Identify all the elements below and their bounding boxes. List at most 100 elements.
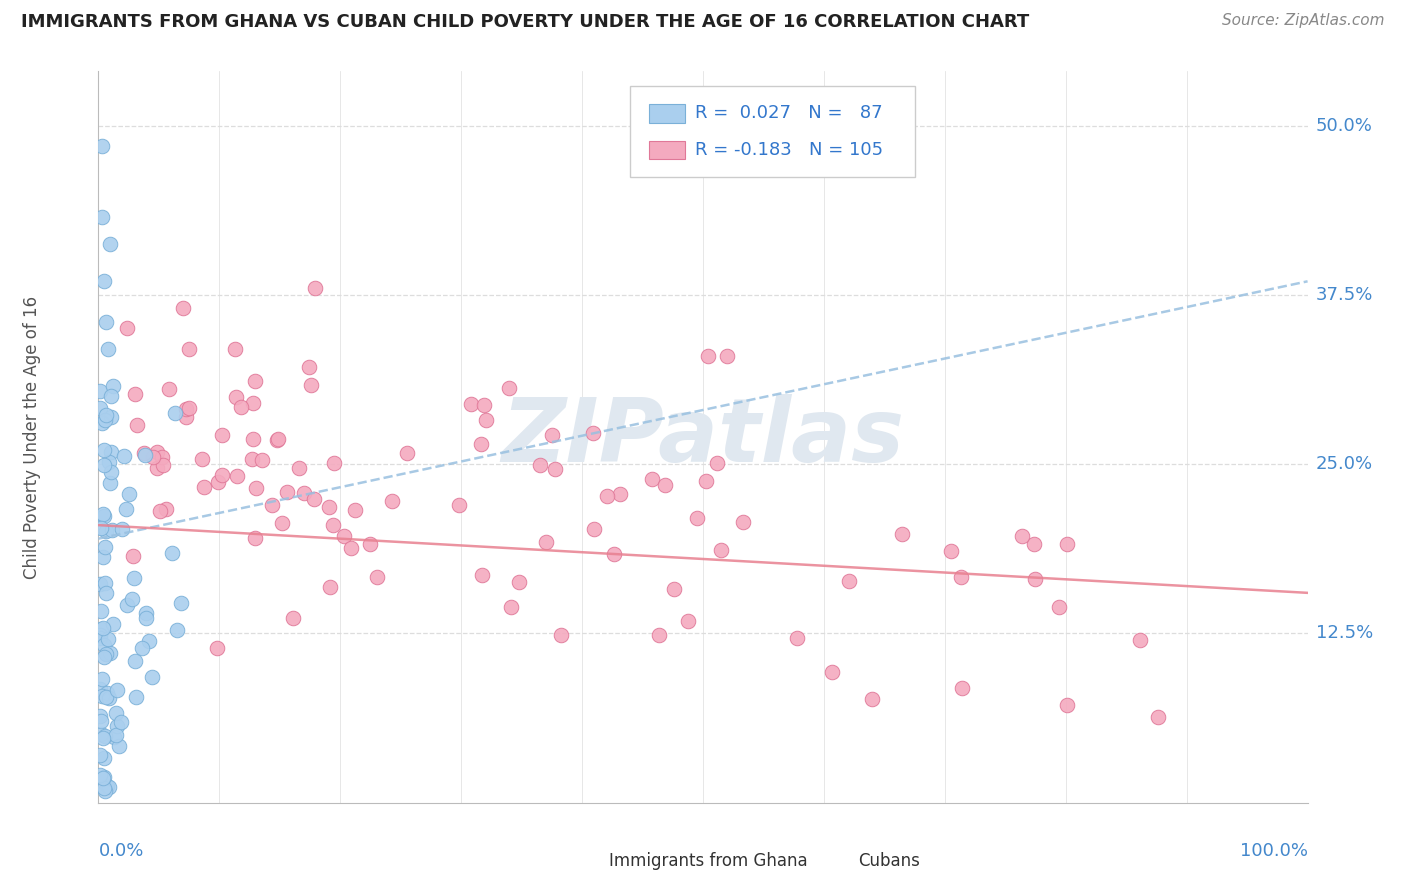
Point bbox=[103, 730, 125, 744]
Point bbox=[475, 413, 498, 427]
Point bbox=[94, 524, 117, 539]
Point bbox=[91, 621, 114, 635]
Point bbox=[242, 432, 264, 446]
Point bbox=[89, 401, 111, 415]
Point bbox=[224, 343, 246, 357]
Point bbox=[121, 549, 143, 563]
Point bbox=[460, 397, 482, 411]
Point bbox=[245, 374, 267, 388]
Point bbox=[94, 315, 117, 329]
Point bbox=[124, 654, 146, 668]
Point bbox=[396, 446, 419, 460]
Point bbox=[1056, 698, 1078, 713]
Point bbox=[89, 681, 111, 696]
Point bbox=[117, 487, 139, 501]
Point bbox=[132, 446, 155, 460]
Bar bbox=[648, 104, 685, 122]
Point bbox=[550, 627, 572, 641]
Point bbox=[716, 349, 738, 363]
Point bbox=[90, 714, 112, 728]
Point bbox=[93, 638, 115, 652]
Point bbox=[149, 504, 172, 518]
Bar bbox=[564, 853, 600, 869]
Point bbox=[1024, 537, 1046, 551]
Point bbox=[93, 770, 115, 784]
Point bbox=[110, 715, 132, 730]
Point bbox=[97, 455, 120, 469]
Point bbox=[90, 690, 112, 704]
Point bbox=[283, 611, 305, 625]
Point bbox=[89, 384, 111, 398]
Point bbox=[245, 481, 267, 495]
Point bbox=[91, 771, 114, 785]
Text: 50.0%: 50.0% bbox=[1316, 117, 1372, 135]
Point bbox=[115, 502, 138, 516]
Point bbox=[359, 537, 381, 551]
Point bbox=[1056, 537, 1078, 551]
Point bbox=[1047, 600, 1070, 615]
Text: 25.0%: 25.0% bbox=[1316, 455, 1374, 473]
Point bbox=[94, 585, 117, 599]
Point bbox=[94, 729, 117, 743]
Point bbox=[322, 518, 344, 533]
Point bbox=[267, 432, 290, 446]
Point bbox=[821, 665, 844, 680]
Point bbox=[105, 682, 128, 697]
Point bbox=[501, 599, 523, 614]
Point bbox=[271, 516, 294, 531]
Point bbox=[89, 631, 111, 645]
Point bbox=[94, 540, 117, 554]
Point bbox=[115, 320, 138, 334]
Point bbox=[135, 607, 157, 621]
Point bbox=[891, 526, 914, 541]
Point bbox=[211, 468, 233, 483]
Point bbox=[96, 686, 118, 700]
FancyBboxPatch shape bbox=[630, 86, 915, 178]
Point bbox=[90, 622, 112, 636]
Point bbox=[93, 650, 115, 665]
Point bbox=[155, 502, 177, 516]
Point bbox=[508, 575, 530, 590]
Point bbox=[90, 604, 112, 618]
Point bbox=[100, 389, 122, 403]
Point bbox=[211, 428, 233, 442]
Point bbox=[91, 416, 114, 430]
Point bbox=[117, 598, 139, 612]
Point bbox=[678, 615, 700, 629]
Point bbox=[166, 623, 188, 637]
Point bbox=[298, 359, 321, 374]
Point bbox=[94, 690, 117, 704]
Point bbox=[266, 433, 288, 447]
Point bbox=[93, 509, 115, 524]
Point bbox=[231, 400, 253, 414]
Point bbox=[596, 489, 619, 503]
Text: IMMIGRANTS FROM GHANA VS CUBAN CHILD POVERTY UNDER THE AGE OF 16 CORRELATION CHA: IMMIGRANTS FROM GHANA VS CUBAN CHILD POV… bbox=[21, 13, 1029, 31]
Text: Child Poverty Under the Age of 16: Child Poverty Under the Age of 16 bbox=[22, 295, 41, 579]
Point bbox=[242, 396, 264, 410]
Point bbox=[122, 571, 145, 585]
Point bbox=[105, 718, 128, 732]
Point bbox=[381, 494, 404, 508]
Point bbox=[94, 408, 117, 422]
Point bbox=[304, 281, 326, 295]
Point bbox=[134, 449, 156, 463]
Point bbox=[135, 611, 157, 625]
Point bbox=[177, 342, 200, 356]
Point bbox=[101, 379, 124, 393]
Point bbox=[685, 511, 707, 525]
Point bbox=[344, 503, 367, 517]
Point bbox=[100, 445, 122, 459]
Point bbox=[93, 750, 115, 764]
Point bbox=[172, 301, 194, 316]
Point bbox=[93, 458, 115, 473]
Point bbox=[654, 478, 676, 492]
Point bbox=[90, 521, 112, 535]
Point bbox=[366, 570, 388, 584]
Point bbox=[697, 350, 720, 364]
Point bbox=[93, 784, 115, 798]
Point bbox=[860, 692, 883, 706]
Point bbox=[292, 485, 315, 500]
Point bbox=[89, 577, 111, 591]
Point bbox=[225, 390, 247, 404]
Bar bbox=[648, 141, 685, 159]
